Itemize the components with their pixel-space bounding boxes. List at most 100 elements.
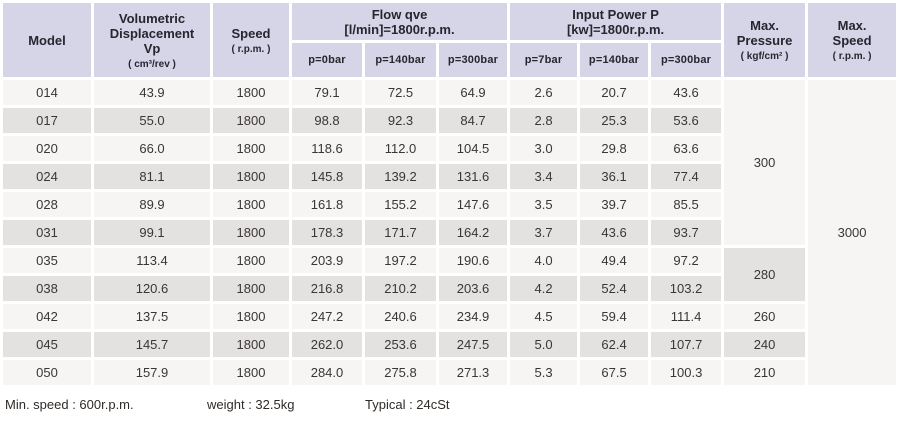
table-row-014: 014 43.9 1800 79.1 72.5 64.9 2.6 20.7 43… — [3, 80, 897, 385]
cell-model: 045 — [3, 332, 91, 357]
col-header-displacement: Volumetric Displacement Vp ( cm³/rev ) — [94, 3, 210, 77]
cell-power-7bar: 4.5 — [510, 304, 578, 329]
cell-power-140bar: 43.6 — [580, 220, 649, 245]
cell-power-7bar: 2.6 — [510, 80, 578, 105]
cell-model: 038 — [3, 276, 91, 301]
cell-vp: 43.9 — [94, 80, 210, 105]
col-header-speed: Speed ( r.p.m. ) — [213, 3, 289, 77]
cell-power-140bar: 39.7 — [580, 192, 649, 217]
cell-flow-300bar: 164.2 — [439, 220, 508, 245]
cell-max-pressure: 260 — [724, 304, 806, 329]
cell-speed: 1800 — [213, 332, 289, 357]
cell-flow-300bar: 84.7 — [439, 108, 508, 133]
cell-speed: 1800 — [213, 192, 289, 217]
cell-vp: 145.7 — [94, 332, 210, 357]
cell-power-300bar: 97.2 — [651, 248, 722, 273]
cell-speed: 1800 — [213, 220, 289, 245]
col-group-flow: Flow qve [l/min]=1800r.p.m. — [292, 3, 508, 40]
cell-speed: 1800 — [213, 80, 289, 105]
col-header-speed-label: Speed — [231, 25, 271, 41]
table-row-050: 050 157.9 1800 284.0 275.8 271.3 5.3 67.… — [3, 360, 896, 385]
col-group-input-power-label: Input Power P [kw]=1800r.p.m. — [566, 6, 665, 37]
cell-power-7bar: 4.0 — [510, 248, 578, 273]
cell-power-300bar: 63.6 — [651, 136, 722, 161]
col-header-displacement-unit: ( cm³/rev ) — [128, 58, 176, 70]
cell-vp: 89.9 — [94, 192, 210, 217]
cell-max-pressure: 280 — [724, 248, 806, 301]
subheader-power-300bar: p=300bar — [651, 43, 722, 77]
cell-power-140bar: 67.5 — [580, 360, 649, 385]
cell-flow-0bar: 98.8 — [292, 108, 362, 133]
subheader-power-140bar: p=140bar — [580, 43, 649, 77]
cell-speed: 1800 — [213, 304, 289, 329]
cell-vp: 137.5 — [94, 304, 210, 329]
cell-speed: 1800 — [213, 248, 289, 273]
cell-model: 028 — [3, 192, 91, 217]
cell-flow-140bar: 112.0 — [365, 136, 436, 161]
subheader-flow-300bar: p=300bar — [439, 43, 508, 77]
footer-notes: Min. speed : 600r.p.m. weight : 32.5kg T… — [5, 397, 897, 412]
cell-flow-140bar: 210.2 — [365, 276, 436, 301]
table-row-024: 024 81.1 1800 145.8 139.2 131.6 3.4 36.1… — [3, 164, 896, 189]
col-header-model: Model — [3, 3, 91, 77]
header-row-subcolumns: p=0bar p=140bar p=300bar p=7bar p=140bar… — [3, 43, 896, 77]
cell-speed: 1800 — [213, 108, 289, 133]
cell-flow-140bar: 155.2 — [365, 192, 436, 217]
cell-flow-300bar: 147.6 — [439, 192, 508, 217]
cell-flow-140bar: 72.5 — [365, 80, 436, 105]
cell-vp: 157.9 — [94, 360, 210, 385]
cell-power-300bar: 93.7 — [651, 220, 722, 245]
table-row-031: 031 99.1 1800 178.3 171.7 164.2 3.7 43.6… — [3, 220, 896, 245]
cell-speed: 1800 — [213, 164, 289, 189]
cell-model: 024 — [3, 164, 91, 189]
cell-power-140bar: 52.4 — [580, 276, 649, 301]
cell-power-140bar: 25.3 — [580, 108, 649, 133]
cell-model: 014 — [3, 80, 91, 105]
cell-flow-300bar: 234.9 — [439, 304, 508, 329]
cell-flow-300bar: 64.9 — [439, 80, 508, 105]
cell-power-300bar: 107.7 — [651, 332, 722, 357]
cell-flow-0bar: 79.1 — [292, 80, 362, 105]
cell-flow-0bar: 161.8 — [292, 192, 362, 217]
cell-power-140bar: 59.4 — [580, 304, 649, 329]
cell-power-7bar: 3.5 — [510, 192, 578, 217]
cell-power-300bar: 85.5 — [651, 192, 722, 217]
cell-flow-0bar: 118.6 — [292, 136, 362, 161]
cell-flow-0bar: 247.2 — [292, 304, 362, 329]
cell-power-7bar: 3.4 — [510, 164, 578, 189]
cell-speed: 1800 — [213, 136, 289, 161]
cell-speed: 1800 — [213, 276, 289, 301]
cell-flow-140bar: 171.7 — [365, 220, 436, 245]
cell-power-140bar: 29.8 — [580, 136, 649, 161]
cell-power-300bar: 43.6 — [651, 80, 722, 105]
footer-min-speed: Min. speed : 600r.p.m. — [5, 397, 134, 412]
col-header-max-speed: Max. Speed ( r.p.m. ) — [808, 3, 897, 77]
header-row-groups: Model Volumetric Displacement Vp ( cm³/r… — [3, 3, 897, 77]
cell-power-300bar: 100.3 — [651, 360, 722, 385]
pump-spec-table: Model Volumetric Displacement Vp ( cm³/r… — [3, 3, 897, 385]
cell-vp: 66.0 — [94, 136, 210, 161]
cell-power-7bar: 2.8 — [510, 108, 578, 133]
cell-flow-300bar: 104.5 — [439, 136, 508, 161]
table-row-035: 035 113.4 1800 203.9 197.2 190.6 4.0 49.… — [3, 248, 896, 301]
cell-flow-300bar: 190.6 — [439, 248, 508, 273]
col-header-max-pressure: Max. Pressure ( kgf/cm² ) — [724, 3, 806, 77]
cell-power-140bar: 36.1 — [580, 164, 649, 189]
cell-vp: 99.1 — [94, 220, 210, 245]
cell-flow-0bar: 216.8 — [292, 276, 362, 301]
col-header-model-label: Model — [28, 32, 66, 48]
subheader-flow-140bar: p=140bar — [365, 43, 436, 77]
subheader-power-7bar: p=7bar — [510, 43, 578, 77]
table-row-020: 020 66.0 1800 118.6 112.0 104.5 3.0 29.8… — [3, 136, 896, 161]
cell-power-7bar: 3.7 — [510, 220, 578, 245]
table-row-017: 017 55.0 1800 98.8 92.3 84.7 2.8 25.3 53… — [3, 108, 896, 133]
cell-flow-0bar: 178.3 — [292, 220, 362, 245]
col-group-input-power: Input Power P [kw]=1800r.p.m. — [510, 3, 722, 40]
table-row-028: 028 89.9 1800 161.8 155.2 147.6 3.5 39.7… — [3, 192, 896, 217]
cell-flow-300bar: 131.6 — [439, 164, 508, 189]
col-header-max-speed-label: Max. Speed — [832, 18, 872, 48]
cell-flow-140bar: 197.2 — [365, 248, 436, 273]
cell-model: 035 — [3, 248, 91, 273]
cell-flow-140bar: 92.3 — [365, 108, 436, 133]
